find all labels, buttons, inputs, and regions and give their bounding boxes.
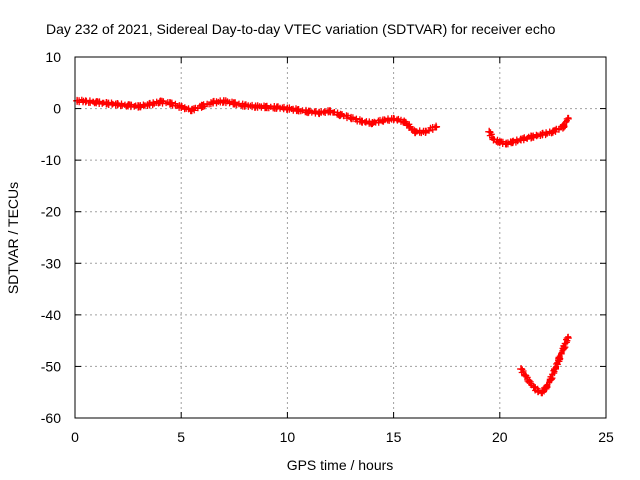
data-point: [315, 108, 324, 117]
data-point: [102, 99, 111, 108]
data-point: [495, 138, 504, 147]
data-point: [538, 130, 547, 139]
data-point: [555, 354, 564, 363]
data-point: [421, 127, 430, 136]
x-tick-label: 0: [71, 429, 79, 445]
data-point: [304, 107, 313, 116]
data-point: [378, 116, 387, 125]
data-point: [177, 103, 186, 112]
data-point-markers: [560, 333, 572, 353]
chart-title: Day 232 of 2021, Sidereal Day-to-day VTE…: [46, 21, 556, 37]
data-point: [559, 344, 568, 353]
data-point: [325, 107, 334, 116]
y-tick-label: -20: [41, 204, 61, 220]
data-point: [92, 98, 101, 107]
plot-frame: [74, 56, 607, 419]
data-point: [538, 388, 547, 397]
data-point: [525, 377, 534, 386]
data-point: [542, 383, 551, 392]
data-point: [551, 365, 560, 374]
data-point: [145, 100, 154, 109]
data-point: [166, 99, 175, 108]
data-point: [347, 113, 356, 122]
series-segment-1: [73, 96, 441, 137]
y-tick-label: 10: [45, 49, 61, 65]
data-point: [546, 375, 555, 384]
data-point: [336, 110, 345, 119]
y-tick-label: 0: [53, 101, 61, 117]
data-point: [489, 135, 498, 144]
series-segment-3: [517, 333, 572, 397]
data-point: [389, 114, 398, 123]
data-point: [485, 127, 494, 136]
data-point: [508, 138, 517, 147]
data-point: [368, 119, 377, 128]
data-point: [563, 334, 572, 343]
series-segment-2: [485, 114, 572, 148]
data-point: [262, 103, 271, 112]
x-tick-label: 10: [280, 429, 296, 445]
data-point: [548, 127, 557, 136]
data-point: [283, 104, 292, 113]
data-point: [432, 122, 441, 131]
x-tick-label: 25: [598, 429, 614, 445]
x-tick-label: 20: [492, 429, 508, 445]
x-tick-label: 5: [177, 429, 185, 445]
y-tick-label: -30: [41, 255, 61, 271]
data-point: [113, 100, 122, 109]
data-point: [134, 102, 143, 111]
data-point: [559, 122, 568, 131]
y-tick-label: -10: [41, 152, 61, 168]
y-tick-label: -60: [41, 410, 61, 426]
data-point: [527, 132, 536, 141]
data-point: [400, 117, 409, 126]
data-point: [251, 102, 260, 111]
data-point: [209, 98, 218, 107]
data-point: [517, 365, 526, 374]
data-series: [73, 96, 572, 397]
data-point: [272, 103, 281, 112]
data-point: [198, 101, 207, 110]
x-tick-label: 15: [386, 429, 402, 445]
data-point: [81, 97, 90, 106]
data-point: [521, 371, 530, 380]
data-point: [410, 127, 419, 136]
y-axis-label: SDTVAR / TECUs: [5, 182, 21, 294]
data-point: [155, 97, 164, 106]
data-point: [517, 135, 526, 144]
data-point: [502, 139, 511, 148]
data-point: [73, 96, 82, 105]
y-tick-label: -50: [41, 358, 61, 374]
data-point: [563, 114, 572, 123]
data-point: [230, 99, 239, 108]
data-point: [534, 387, 543, 396]
y-tick-label: -40: [41, 307, 61, 323]
data-point: [240, 101, 249, 110]
x-axis-label: GPS time / hours: [287, 457, 394, 473]
data-point: [294, 106, 303, 115]
data-point: [529, 383, 538, 392]
data-point: [187, 106, 196, 115]
data-point: [357, 117, 366, 126]
data-point: [219, 97, 228, 106]
data-point: [124, 101, 133, 110]
